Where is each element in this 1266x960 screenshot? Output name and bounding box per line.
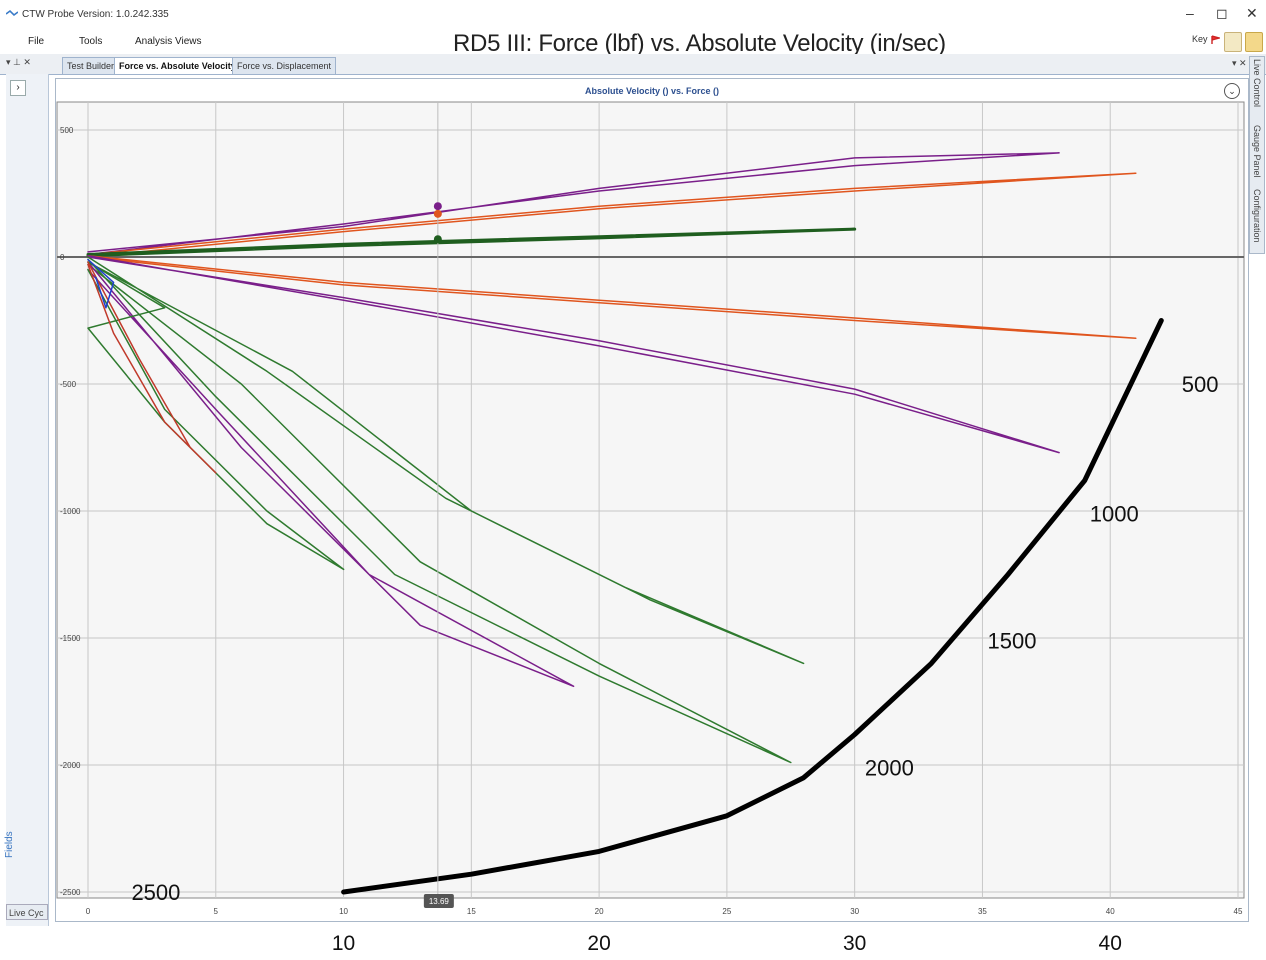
document-tabstrip: ▾ ⊥ ✕ Test Builder Force vs. Absolute Ve… <box>0 54 1266 75</box>
x-tick-label: 35 <box>978 907 987 916</box>
menu-file[interactable]: File <box>28 36 45 47</box>
app-icon <box>6 9 18 17</box>
title-bar: CTW Probe Version: 1.0.242.335 – ◻ ✕ <box>0 0 1266 32</box>
annotation-label: 1500 <box>988 629 1037 654</box>
y-tick-label: -2500 <box>60 888 81 897</box>
annotation-label: 2500 <box>131 880 180 905</box>
series-line-orange <box>87 172 1137 258</box>
tab-label: Force vs. Displacement <box>237 61 332 71</box>
tab-label: Test Builder <box>67 61 115 71</box>
x-tick-label: 25 <box>722 907 731 916</box>
series-marker[interactable] <box>433 202 442 211</box>
menu-tools[interactable]: Tools <box>79 36 103 47</box>
annotation-label: 2000 <box>865 756 914 781</box>
tab-label: Force vs. Absolute Velocity <box>119 61 236 71</box>
series-line-purple <box>87 261 575 688</box>
y-tick-label: -500 <box>60 380 77 389</box>
bottom-velocity-label: 40 <box>1099 932 1122 955</box>
series-line-blue <box>87 258 115 309</box>
panel-controls[interactable]: ▾ ⊥ ✕ <box>6 57 31 67</box>
app-title: CTW Probe Version: 1.0.242.335 <box>22 9 169 20</box>
series-line-darkgreen <box>86 227 857 258</box>
cursor-value-badge[interactable] <box>423 894 454 908</box>
key-label: Key <box>1192 34 1208 44</box>
bottom-velocity-label: 20 <box>587 932 610 955</box>
x-tick-label: 40 <box>1106 907 1115 916</box>
lock-icon[interactable] <box>1224 32 1242 52</box>
y-tick-label: -1000 <box>60 507 81 516</box>
series-line-green <box>87 258 792 764</box>
series-line-red <box>87 261 217 474</box>
series-marker[interactable] <box>433 235 442 244</box>
bottom-velocity-label: 10 <box>332 932 355 955</box>
cursor-value-label: 13.69 <box>429 897 450 906</box>
series-marker[interactable] <box>433 209 442 218</box>
key-button[interactable]: Key <box>1192 34 1222 45</box>
maximize-button[interactable]: ◻ <box>1216 5 1228 21</box>
tab-configuration[interactable]: Configuration <box>1252 189 1262 243</box>
x-tick-label: 5 <box>214 907 219 916</box>
y-tick-label: -2000 <box>60 761 81 770</box>
menu-bar: File Tools Analysis Views <box>0 32 960 54</box>
tab-force-vs-displacement[interactable]: Force vs. Displacement <box>232 57 337 74</box>
series-line-purple <box>87 254 1060 454</box>
series-line-purple <box>87 152 1060 256</box>
y-tick-label: 0 <box>60 253 65 262</box>
series-line-orange <box>87 254 1137 340</box>
layout-icon[interactable] <box>1245 32 1263 52</box>
x-tick-label: 15 <box>467 907 476 916</box>
chart-header: Absolute Velocity () vs. Force () <box>584 86 720 96</box>
tab-live-control[interactable]: Live Control <box>1252 59 1262 108</box>
bottom-velocity-label: 30 <box>843 932 866 955</box>
y-tick-label: 500 <box>60 126 74 135</box>
fields-panel: › <box>6 74 49 926</box>
tab-menu-controls[interactable]: ▾ ✕ <box>1232 58 1247 68</box>
menu-analysis-views[interactable]: Analysis Views <box>135 36 202 47</box>
series-line-green <box>87 256 805 665</box>
expand-chevron-icon[interactable]: › <box>10 80 26 96</box>
right-dock-tabs: Live Control Gauge Panel Configuration <box>1249 56 1265 254</box>
x-tick-label: 20 <box>595 907 604 916</box>
x-tick-label: 45 <box>1234 907 1243 916</box>
x-tick-label: 30 <box>850 907 859 916</box>
flag-icon <box>1211 34 1222 44</box>
annotation-curve <box>341 318 1164 895</box>
series-line-green <box>87 261 345 571</box>
annotation-label: 1000 <box>1090 502 1139 527</box>
tab-gauge-panel[interactable]: Gauge Panel <box>1252 125 1262 178</box>
live-cycle-tab[interactable]: Live Cyc <box>6 904 48 920</box>
close-button[interactable]: ✕ <box>1246 5 1258 21</box>
chevron-down-icon[interactable]: ⌄ <box>1224 83 1240 99</box>
x-tick-label: 10 <box>339 907 348 916</box>
annotation-label: 500 <box>1182 372 1219 397</box>
y-tick-label: -1500 <box>60 634 81 643</box>
overlay-title: RD5 III: Force (lbf) vs. Absolute Veloci… <box>453 30 946 57</box>
minimize-button[interactable]: – <box>1186 5 1194 21</box>
x-tick-label: 0 <box>86 907 91 916</box>
